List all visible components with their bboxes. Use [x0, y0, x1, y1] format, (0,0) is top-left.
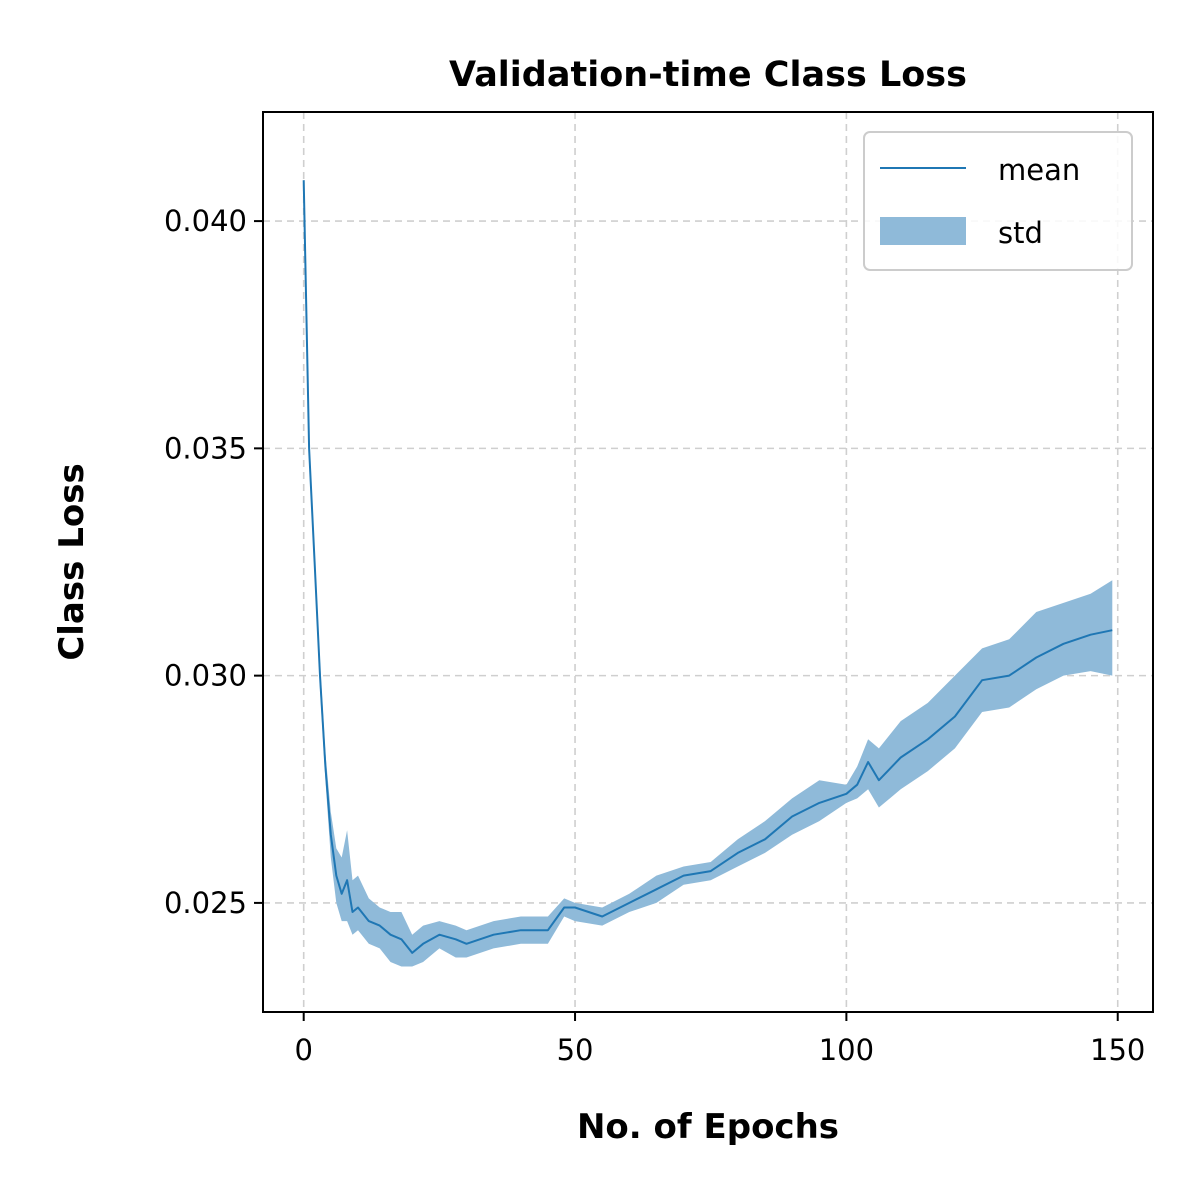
- x-axis-ticks: 0 50 100 150: [294, 1012, 1145, 1067]
- y-tick-label: 0.025: [164, 886, 247, 920]
- legend-mean-label: mean: [998, 153, 1080, 187]
- y-axis-label: Class Loss: [52, 463, 92, 660]
- y-tick-label: 0.035: [164, 431, 247, 465]
- x-tick-label: 150: [1090, 1033, 1145, 1067]
- y-tick-label: 0.030: [164, 659, 247, 693]
- legend-std-label: std: [998, 216, 1043, 250]
- chart-title: Validation-time Class Loss: [449, 55, 967, 95]
- mean-line: [302, 180, 1113, 954]
- std-band: [303, 180, 1113, 967]
- y-axis-ticks: 0.025 0.030 0.035 0.040: [164, 204, 263, 920]
- x-tick-label: 0: [294, 1033, 312, 1067]
- mean-line-layer: [302, 180, 1113, 954]
- std-band-layer: [303, 180, 1113, 967]
- plot-frame: [262, 111, 1154, 1013]
- x-axis-label: No. of Epochs: [577, 1107, 839, 1147]
- legend: mean std: [863, 131, 1133, 271]
- legend-std-swatch: [880, 217, 966, 245]
- x-tick-label: 50: [557, 1033, 594, 1067]
- y-tick-label: 0.040: [164, 204, 247, 238]
- x-tick-label: 100: [819, 1033, 874, 1067]
